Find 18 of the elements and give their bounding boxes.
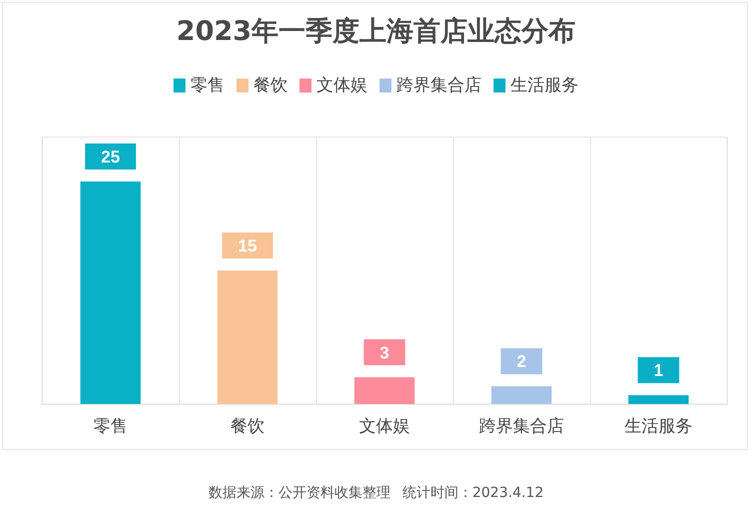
x-tick-label: 零售 [94,416,128,436]
legend-label: 零售 [190,76,224,96]
legend-label: 生活服务 [510,76,578,96]
data-label: 15 [238,236,257,256]
data-label: 25 [101,148,120,166]
text: 统计时间：2023.4.12 [402,485,544,501]
legend-label: 跨界集合店 [396,76,482,96]
legend-label: 餐饮 [254,76,288,96]
legend-label: 文体娱 [316,76,368,96]
data-label: 3 [380,343,390,362]
x-tick-label: 生活服务 [624,416,692,436]
chart-title: 2023年一季度上海首店业态分布 [176,16,576,47]
data-label: 1 [654,361,664,380]
source-note: 数据来源：公开资料收集整理 [208,485,390,501]
data-label: 2 [516,352,526,372]
x-tick-label: 餐饮 [230,416,264,436]
x-tick-label: 跨界集合店 [479,416,564,436]
x-tick-label: 文体娱 [359,416,410,436]
